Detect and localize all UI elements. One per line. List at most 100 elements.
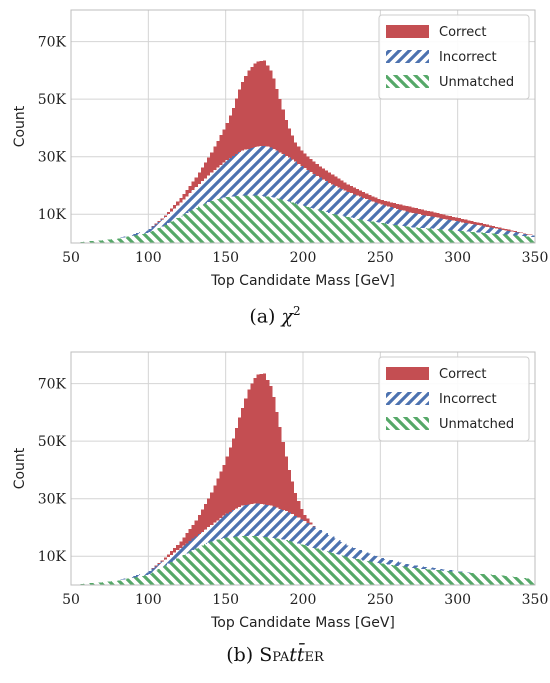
bar [398,566,403,585]
legend-label-correct: Correct [439,367,486,382]
bar [151,572,155,585]
bar [278,152,282,243]
bar [160,226,165,243]
y-tick-label: 50K [38,92,67,108]
bar [213,540,217,585]
bar [414,568,418,585]
bar [204,544,208,585]
bar [222,537,227,585]
bar [207,202,211,243]
bar [142,575,146,585]
bar [479,232,483,243]
bar [457,230,462,243]
y-tick-label: 30K [38,150,67,166]
x-tick-label: 50 [62,592,80,608]
bar [278,538,282,585]
legend-swatch-incorrect [386,50,429,63]
bar [510,576,514,585]
bar [132,577,137,585]
bar [386,223,390,243]
bar [253,195,257,243]
bar [219,538,223,585]
bar [126,236,131,243]
caption-a-sup: 2 [293,304,301,318]
x-tick-label: 100 [135,592,162,608]
caption-b-name-post: er [304,644,324,666]
chart-panel-a: 50 100 150 200 250 300 350 10K 30K 50K 70K Top Cand… [12,9,548,327]
bar [225,196,230,243]
bar [169,561,174,585]
bar [228,537,233,585]
bar [454,230,459,243]
legend-label-correct: Correct [439,25,486,40]
bar [488,233,493,243]
bar [262,373,267,585]
bar [476,573,480,585]
bar [89,241,93,243]
bar [436,229,440,243]
legend-swatch-unmatched [386,75,429,88]
bar [327,212,332,243]
bar [476,232,480,243]
bar [228,196,233,243]
bar [321,211,325,243]
bar [321,550,325,585]
chart-panel-b: 50 100 150 200 250 300 350 10K 30K 50K 70K Top Cand… [0,342,550,683]
legend-label-unmatched: Unmatched [439,75,514,90]
bar [281,154,285,243]
plot-frame [70,9,536,244]
y-tick-label: 10K [38,549,67,565]
bar [86,583,90,585]
x-tick-label: 50 [62,250,80,266]
x-tick-label: 300 [444,592,471,608]
bar [405,226,409,243]
bar [296,163,301,243]
bar [179,556,183,585]
bar [525,236,530,243]
bar [414,227,418,243]
bar [315,548,319,585]
x-tick-label: 250 [367,250,394,266]
bar [309,546,313,585]
bar [216,539,220,585]
bar [299,205,304,243]
bar [411,567,415,585]
bar [287,201,291,243]
series-unmatched [71,195,536,243]
bar [225,537,230,585]
bar [253,377,257,585]
bar [408,226,412,243]
bar [293,161,298,243]
bar [92,582,97,585]
bar [210,200,214,243]
bar [173,219,177,243]
bar [383,564,387,585]
bar [253,536,257,585]
bar [466,231,471,243]
bar [238,195,242,243]
bar [463,572,468,585]
bar [522,236,527,243]
bar [377,563,381,585]
bar [120,579,124,585]
bar [154,570,158,585]
bar [343,216,347,243]
bar [411,227,415,243]
bar [398,225,403,243]
bar [516,577,520,585]
bar [343,556,347,585]
bar [244,398,248,585]
bar [185,553,189,585]
x-axis-label: Top Candidate Mass [GeV] [210,615,395,631]
bar [299,544,304,585]
bar [135,576,140,585]
bar [256,374,261,585]
bar [330,213,335,243]
bar [247,536,251,585]
bar [504,234,508,243]
bar [176,558,180,585]
bar [337,215,341,243]
bar [92,240,97,243]
y-tick-label: 30K [38,492,67,508]
bar [197,546,202,585]
